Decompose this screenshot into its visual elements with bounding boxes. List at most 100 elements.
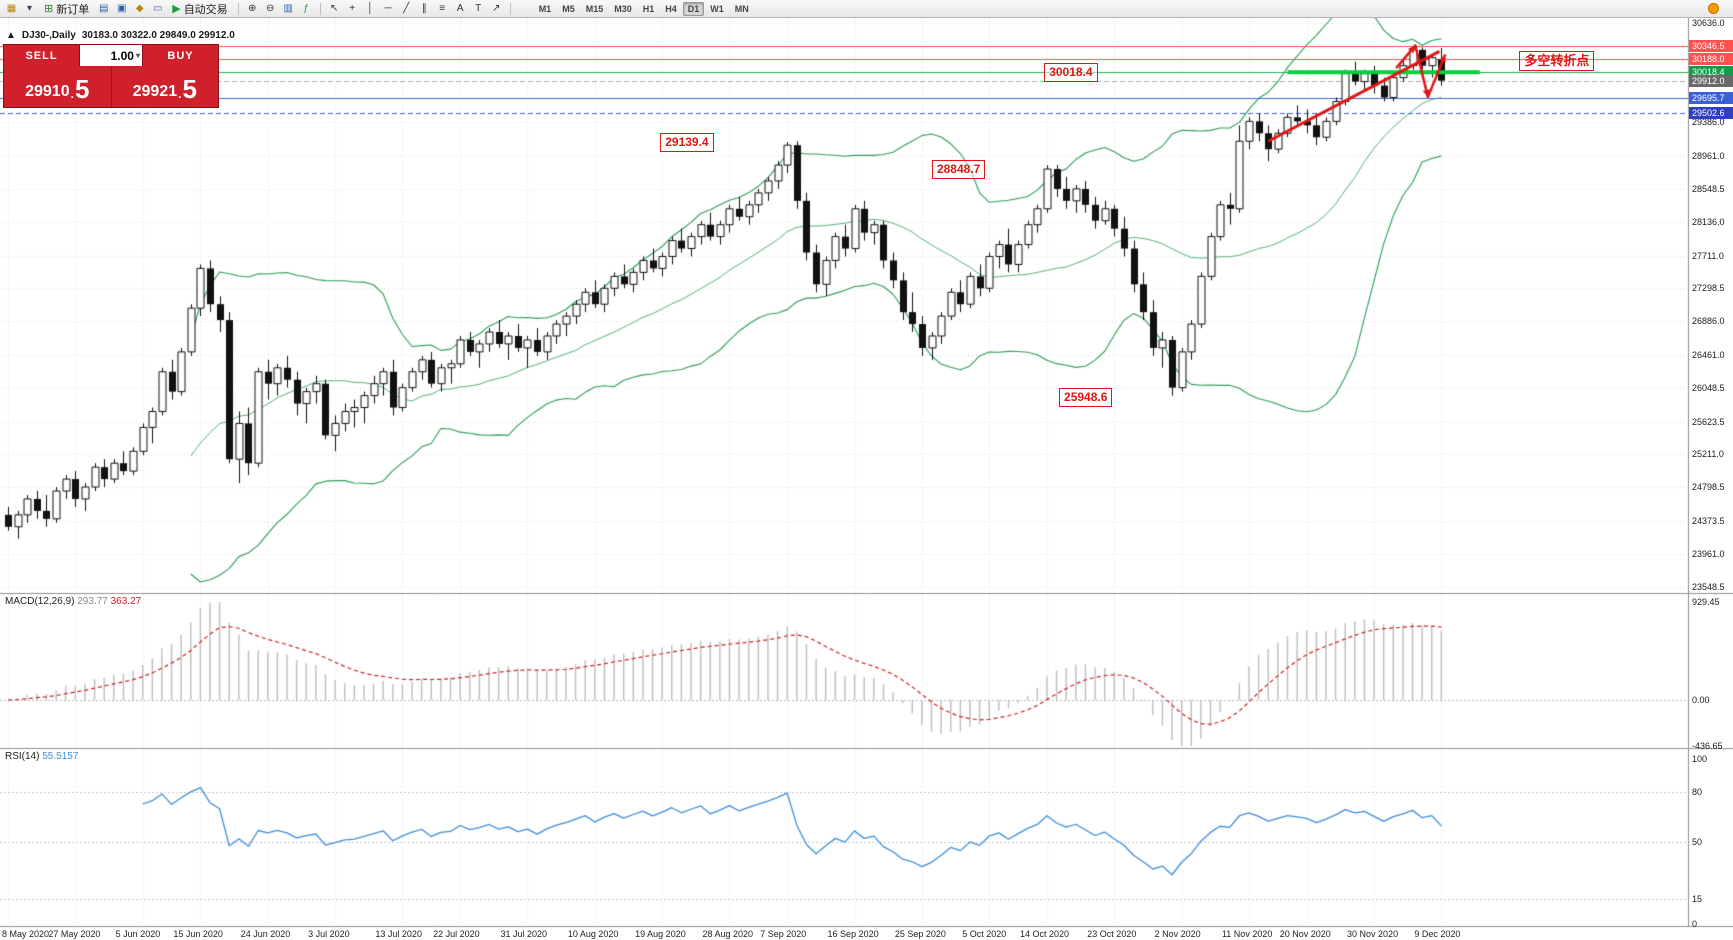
rsi-scale-label: 80 xyxy=(1692,787,1703,797)
toolbar-separator xyxy=(237,2,239,15)
crosshair-icon[interactable]: + xyxy=(349,3,356,14)
price-axis-tick: 30636.0 xyxy=(1692,18,1725,29)
price-callout[interactable]: 28848.7 xyxy=(931,159,986,179)
terminal-icon[interactable]: ▭ xyxy=(152,3,163,14)
timeframe-button-H1[interactable]: H1 xyxy=(642,3,655,14)
timeframe-button-M1[interactable]: M1 xyxy=(538,3,552,14)
zoom-out-icon[interactable]: ⊖ xyxy=(265,3,275,14)
volume-dropdown-icon[interactable]: ▾ xyxy=(135,51,140,60)
timeframe-toolbar: M1 M5 M15 M30 H1 H4 D1 W1 MN xyxy=(534,1,754,16)
price-axis-tag: 30188.0 xyxy=(1689,52,1733,65)
price-axis-tag: 29912.0 xyxy=(1689,74,1733,87)
new-order-button-glyph: ⊞ xyxy=(44,3,54,15)
price-axis-tick: 23961.0 xyxy=(1692,548,1725,559)
time-axis-label: 5 Oct 2020 xyxy=(962,929,1007,939)
time-axis-label: 15 Jun 2020 xyxy=(173,929,223,939)
trendline-icon[interactable]: ╱ xyxy=(403,3,410,14)
time-axis-label: 9 Dec 2020 xyxy=(1414,929,1461,939)
timeframe-button-M30[interactable]: M30 xyxy=(614,3,632,14)
price-axis-tick: 27298.5 xyxy=(1692,283,1725,294)
macd-scale-label: -436.65 xyxy=(1692,741,1723,751)
indicators-icon[interactable]: ƒ xyxy=(303,3,309,14)
channel-icon[interactable]: ∥ xyxy=(421,3,427,14)
alert-icon[interactable] xyxy=(1708,3,1719,14)
time-axis-label: 23 Oct 2020 xyxy=(1087,929,1137,939)
auto-trading-button[interactable]: ▶ 自动交易 xyxy=(167,1,232,16)
macd-indicator-label: MACD(12,26,9) 293.77 363.27 xyxy=(5,596,141,607)
time-axis-label: 3 Jul 2020 xyxy=(308,929,350,939)
sell-price-base: 29910 xyxy=(25,83,70,100)
sell-price-button[interactable]: 29910 . 5 xyxy=(4,66,111,107)
tile-windows-icon[interactable]: ▥ xyxy=(283,3,293,14)
time-axis-label: 19 Aug 2020 xyxy=(635,929,686,939)
turning-point-label[interactable]: 多空转折点 xyxy=(1519,50,1595,71)
price-axis-tick: 23548.5 xyxy=(1692,581,1725,592)
sell-button[interactable]: SELL xyxy=(4,45,79,66)
time-axis-label: 13 Jul 2020 xyxy=(375,929,422,939)
rsi-indicator-label: RSI(14) 55.5157 xyxy=(5,751,78,762)
time-axis-label: 31 Jul 2020 xyxy=(500,929,548,939)
price-axis-tick: 29386.0 xyxy=(1692,117,1725,128)
price-axis-tick: 26048.5 xyxy=(1692,382,1725,393)
collapse-icon[interactable]: ▲ xyxy=(6,30,16,41)
volume-input[interactable]: 1.00 ▾ xyxy=(79,45,143,66)
price-axis-tick: 28548.5 xyxy=(1692,184,1725,195)
label-icon[interactable]: T xyxy=(475,3,482,14)
buy-button[interactable]: BUY xyxy=(143,45,218,66)
auto-trading-button-label: 自动交易 xyxy=(183,3,228,16)
volume-value: 1.00 xyxy=(110,48,134,63)
price-axis-tag: 29502.6 xyxy=(1689,107,1733,120)
price-axis-tick: 24373.5 xyxy=(1692,515,1725,526)
sell-price-dot: . xyxy=(70,87,74,101)
time-axis-label: 7 Sep 2020 xyxy=(760,929,807,939)
rsi-scale-label: 0 xyxy=(1692,919,1698,929)
timeframe-button-D1[interactable]: D1 xyxy=(682,1,705,16)
fibonacci-icon[interactable]: ≡ xyxy=(439,3,446,14)
text-icon[interactable]: A xyxy=(456,3,464,14)
time-axis-label: 11 Nov 2020 xyxy=(1221,929,1273,939)
market-watch-icon[interactable]: ▤ xyxy=(98,3,109,14)
price-axis-tick: 28961.0 xyxy=(1692,151,1725,162)
data-window-icon[interactable]: ▣ xyxy=(116,3,127,14)
new-chart-icon[interactable]: ▦ xyxy=(6,3,17,14)
arrows-icon[interactable]: ↗ xyxy=(491,3,501,14)
macd-name: MACD(12,26,9) xyxy=(5,596,75,607)
top-toolbar: ▦ ▾ ⊞ 新订单 ▤ ▣ ◆ ▭ ▶ 自动交易 ⊕ ⊖ ▥ ƒ ↖ + │ ─ ╱ ∥ ≡ A T ↗ M1 M5 M15 M30 H… xyxy=(0,0,1733,18)
profiles-icon[interactable]: ▾ xyxy=(26,3,33,14)
price-axis-tick: 27711.0 xyxy=(1692,250,1724,261)
vertical-line-icon[interactable]: │ xyxy=(367,3,374,14)
buy-price-button[interactable]: 29921 . 5 xyxy=(110,66,218,107)
price-callout[interactable]: 30018.4 xyxy=(1044,62,1098,82)
buy-price-base: 29921 xyxy=(132,83,178,100)
timeframe-button-MN[interactable]: MN xyxy=(734,3,749,14)
horizontal-line-icon[interactable]: ─ xyxy=(384,3,392,14)
buy-price-dot: . xyxy=(178,87,182,101)
time-axis-label: 24 Jun 2020 xyxy=(240,929,291,939)
rsi-value: 55.5157 xyxy=(42,751,79,762)
price-callout[interactable]: 25948.6 xyxy=(1059,388,1113,407)
timeframe-button-M5[interactable]: M5 xyxy=(562,3,575,14)
time-axis-label: 2 Nov 2020 xyxy=(1154,929,1201,939)
timeframe-button-H4[interactable]: H4 xyxy=(665,3,677,14)
ohlc-values: 30183.0 30322.0 29849.0 29912.0 xyxy=(81,30,235,41)
macd-main-value: 293.77 xyxy=(77,596,108,607)
timeframe-button-M15[interactable]: M15 xyxy=(585,3,604,14)
price-axis-tick: 24798.5 xyxy=(1692,482,1725,493)
time-axis-label: 14 Oct 2020 xyxy=(1019,929,1069,939)
time-axis-label: 20 Nov 2020 xyxy=(1279,929,1331,939)
time-axis-label: 16 Sep 2020 xyxy=(827,929,879,939)
time-axis-label: 27 May 2020 xyxy=(48,929,101,939)
zoom-in-icon[interactable]: ⊕ xyxy=(247,3,257,14)
time-axis-label: 28 Aug 2020 xyxy=(702,929,754,939)
toolbar-separator xyxy=(509,2,511,15)
navigator-icon[interactable]: ◆ xyxy=(135,3,144,14)
price-callout[interactable]: 29139.4 xyxy=(660,132,714,152)
new-order-button[interactable]: ⊞ 新订单 xyxy=(39,1,94,16)
rsi-scale-label: 100 xyxy=(1692,754,1708,764)
price-axis-tick: 25623.5 xyxy=(1692,416,1725,427)
cursor-icon[interactable]: ↖ xyxy=(329,3,339,14)
sell-price-pip: 5 xyxy=(74,74,90,104)
timeframe-button-W1[interactable]: W1 xyxy=(710,3,724,14)
